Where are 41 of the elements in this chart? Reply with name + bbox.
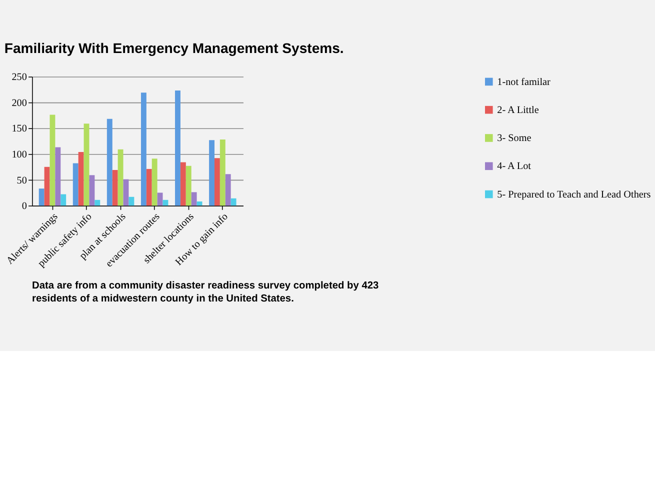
bar xyxy=(128,196,134,206)
bar xyxy=(55,147,61,206)
bar xyxy=(157,192,163,206)
y-tick-label: 250 xyxy=(12,72,27,84)
bar xyxy=(175,90,180,206)
bar xyxy=(50,114,56,206)
bar xyxy=(38,188,44,206)
bar xyxy=(214,158,220,206)
bar xyxy=(209,140,214,206)
y-tick-label: 200 xyxy=(12,98,27,109)
legend-label: 1-not familar xyxy=(497,76,552,88)
legend-label: 5- Prepared to Teach and Lead Others xyxy=(497,189,651,200)
bar xyxy=(78,152,84,206)
bar xyxy=(106,118,112,206)
bar xyxy=(112,170,118,206)
bar xyxy=(118,149,124,206)
chart-title: Familiarity With Emergency Management Systems. xyxy=(4,40,344,56)
y-tick-label: 100 xyxy=(12,150,27,161)
bar xyxy=(89,175,95,206)
bar xyxy=(230,198,236,206)
bar xyxy=(94,200,100,206)
bar xyxy=(146,168,152,206)
y-tick-label: 0 xyxy=(22,201,27,212)
bar xyxy=(186,166,192,206)
bar xyxy=(140,92,146,206)
legend-label: 4- A Lot xyxy=(497,161,532,172)
bar xyxy=(84,124,90,206)
bar xyxy=(44,166,50,206)
bar xyxy=(152,158,158,206)
bar xyxy=(72,163,78,206)
y-tick-label: 150 xyxy=(12,124,27,135)
bar xyxy=(60,194,66,206)
bar xyxy=(225,174,231,206)
bar xyxy=(123,179,129,206)
bar xyxy=(191,192,197,206)
bar xyxy=(180,162,186,206)
text: Data are from a community disaster readiness survey completed by 423 residents of a midwestern county in the United States. xyxy=(32,280,379,305)
legend-label: 2- A Little xyxy=(497,104,540,116)
y-tick-label: 50 xyxy=(16,175,27,186)
legend-label: 3- Some xyxy=(497,133,532,144)
bar xyxy=(220,140,226,206)
